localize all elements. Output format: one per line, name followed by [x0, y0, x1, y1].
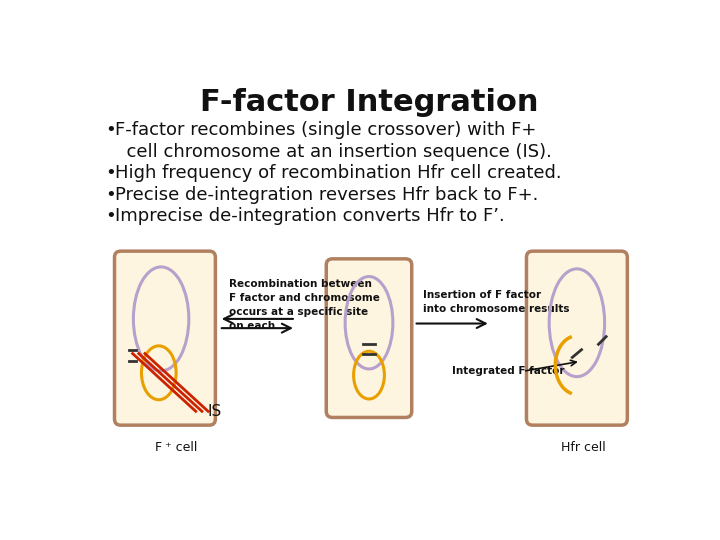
Text: ⁺ cell: ⁺ cell	[165, 441, 197, 454]
Text: •: •	[106, 164, 117, 182]
Text: •: •	[106, 121, 117, 139]
Text: F-factor recombines (single crossover) with F+: F-factor recombines (single crossover) w…	[115, 121, 536, 139]
FancyBboxPatch shape	[526, 251, 627, 425]
Text: Hfr cell: Hfr cell	[561, 441, 606, 454]
Text: F: F	[156, 441, 162, 454]
Text: •: •	[106, 186, 117, 204]
Text: F-factor Integration: F-factor Integration	[199, 88, 539, 117]
FancyBboxPatch shape	[114, 251, 215, 425]
Text: Integrated F factor: Integrated F factor	[452, 366, 564, 376]
Text: Insertion of F factor
into chromosome results: Insertion of F factor into chromosome re…	[423, 289, 570, 314]
FancyBboxPatch shape	[326, 259, 412, 417]
Text: Recombination between
F factor and chromosome
occurs at a specific site
on each: Recombination between F factor and chrom…	[229, 279, 379, 331]
Text: Imprecise de-integration converts Hfr to F’.: Imprecise de-integration converts Hfr to…	[115, 207, 505, 225]
Text: •: •	[106, 207, 117, 225]
Text: Precise de-integration reverses Hfr back to F+.: Precise de-integration reverses Hfr back…	[115, 186, 539, 204]
Text: High frequency of recombination Hfr cell created.: High frequency of recombination Hfr cell…	[115, 164, 562, 182]
Text: cell chromosome at an insertion sequence (IS).: cell chromosome at an insertion sequence…	[115, 143, 552, 160]
Text: IS: IS	[207, 404, 222, 419]
